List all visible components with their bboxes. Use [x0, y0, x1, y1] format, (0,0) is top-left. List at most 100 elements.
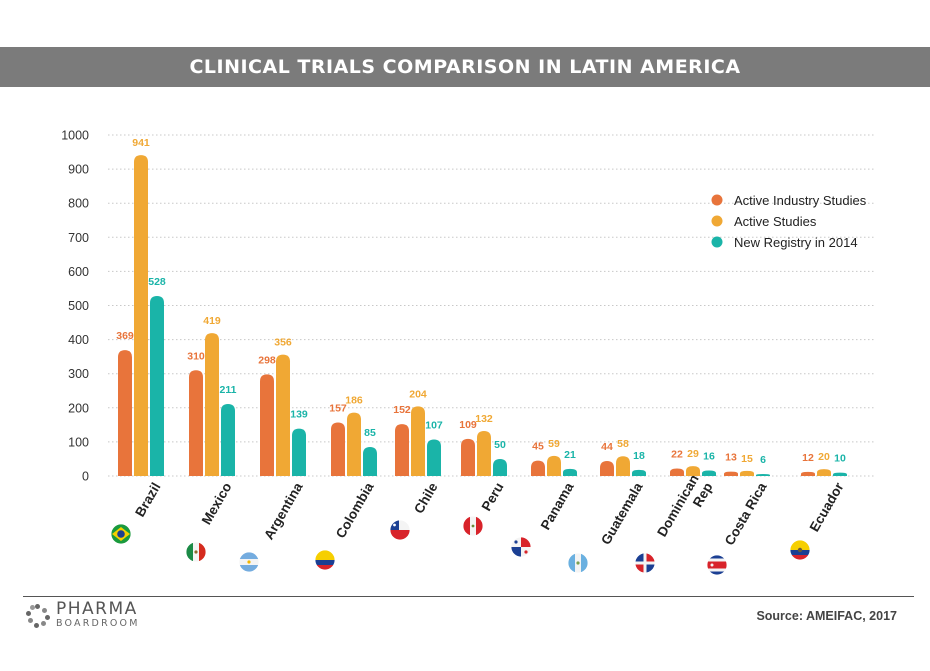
- data-label: 29: [687, 448, 699, 460]
- bar: [600, 460, 614, 476]
- data-label: 211: [220, 384, 237, 396]
- bar: [395, 424, 409, 476]
- data-label: 59: [548, 438, 560, 450]
- x-tick-label: Peru: [479, 480, 507, 513]
- bar: [331, 422, 345, 476]
- x-tick-label: Chile: [411, 480, 441, 517]
- data-label: 12: [802, 452, 814, 464]
- legend-label: New Registry in 2014: [734, 235, 858, 250]
- legend-label: Active Studies: [734, 214, 817, 229]
- data-label: 941: [132, 137, 150, 149]
- data-label: 369: [116, 330, 134, 342]
- legend-marker: [711, 194, 723, 206]
- bar: [632, 469, 646, 476]
- bar: [461, 438, 475, 476]
- y-tick-label: 500: [68, 299, 89, 313]
- bar: [134, 155, 148, 476]
- bar: [292, 428, 306, 476]
- x-category-label: Chile: [411, 480, 441, 517]
- data-label: 139: [290, 409, 308, 421]
- bar: [189, 370, 203, 476]
- data-label: 13: [725, 452, 737, 464]
- x-category-label: Panama: [538, 480, 577, 533]
- bar: [477, 430, 491, 476]
- chile-flag-icon: [389, 519, 411, 541]
- bar: [547, 455, 561, 476]
- x-category-label: Mexico: [199, 480, 235, 527]
- data-label: 45: [532, 441, 544, 453]
- x-category-label: Colombia: [333, 480, 377, 541]
- bar: [702, 470, 716, 476]
- pharma-boardroom-logo: PHARMA BOARDROOM: [25, 601, 140, 629]
- data-label: 107: [425, 420, 443, 432]
- argentina-flag-icon: [238, 551, 260, 573]
- data-label: 419: [203, 315, 221, 327]
- data-label: 186: [345, 395, 363, 407]
- x-category-label: Ecuador: [807, 479, 847, 534]
- title-banner: CLINICAL TRIALS COMPARISON IN LATIN AMER…: [0, 47, 930, 87]
- x-tick-label: Brazil: [132, 480, 163, 519]
- bar: [817, 469, 831, 476]
- x-category-label: Costa Rica: [722, 480, 770, 548]
- bar: [833, 472, 847, 476]
- data-label: 356: [274, 337, 292, 349]
- footer-divider: [23, 596, 914, 597]
- y-tick-label: 800: [68, 197, 89, 211]
- bar: [740, 470, 754, 476]
- bar: [493, 458, 507, 476]
- legend: Active Industry Studies Active Studies New…: [711, 193, 867, 250]
- bar: [670, 468, 684, 476]
- guatemala-flag-icon: [567, 552, 589, 574]
- bar: [205, 333, 219, 476]
- y-tick-label: 0: [82, 470, 89, 484]
- x-tick-label: Guatemala: [598, 480, 646, 548]
- data-label: 22: [671, 448, 683, 460]
- data-label: 15: [741, 453, 753, 465]
- source-note: Source: AMEIFAC, 2017: [756, 609, 897, 623]
- peru-flag-icon: [462, 515, 484, 537]
- logo-dots-icon: [25, 602, 51, 628]
- data-label: 528: [148, 276, 166, 288]
- data-label: 109: [459, 419, 477, 431]
- bar: [724, 471, 738, 476]
- bar: [531, 460, 545, 476]
- x-category-label: Peru: [479, 480, 507, 513]
- x-tick-label: Ecuador: [807, 479, 847, 534]
- y-tick-label: 300: [68, 367, 89, 381]
- bar: [756, 473, 770, 476]
- legend-label: Active Industry Studies: [734, 193, 867, 208]
- bar: [801, 471, 815, 476]
- chart-canvas: 0 100 200 300 400 500 600 700 800 900 1000 369 310 29…: [61, 129, 876, 576]
- bar: [150, 295, 164, 476]
- mexico-flag-icon: [185, 541, 207, 563]
- x-tick-label: Argentina: [261, 480, 306, 542]
- bar: [276, 354, 290, 476]
- x-category-label: Argentina: [261, 480, 306, 542]
- data-label: 132: [475, 413, 493, 425]
- bar: [427, 439, 441, 476]
- brazil-flag-icon: [110, 523, 132, 545]
- bar: [363, 447, 377, 476]
- panama-flag-icon: [510, 536, 532, 558]
- y-tick-label: 400: [68, 333, 89, 347]
- colombia-flag-icon: [314, 549, 336, 571]
- bar: [260, 374, 274, 476]
- x-category-label: Guatemala: [598, 480, 646, 548]
- data-label: 157: [329, 402, 347, 414]
- ecuador-flag-icon: [789, 539, 811, 561]
- data-label: 10: [834, 453, 846, 465]
- y-tick-label: 900: [68, 163, 89, 177]
- y-tick-label: 200: [68, 401, 89, 415]
- y-tick-label: 100: [68, 435, 89, 449]
- logo-subtitle: BOARDROOM: [56, 618, 140, 629]
- data-label: 298: [258, 354, 276, 366]
- bar: [347, 412, 361, 476]
- data-label: 85: [364, 427, 376, 439]
- x-tick-label: Costa Rica: [722, 480, 770, 548]
- x-category-label: Brazil: [132, 480, 163, 519]
- data-label: 6: [760, 454, 766, 466]
- data-label: 310: [187, 350, 205, 362]
- bar: [616, 456, 630, 476]
- y-tick-label: 1000: [61, 129, 89, 143]
